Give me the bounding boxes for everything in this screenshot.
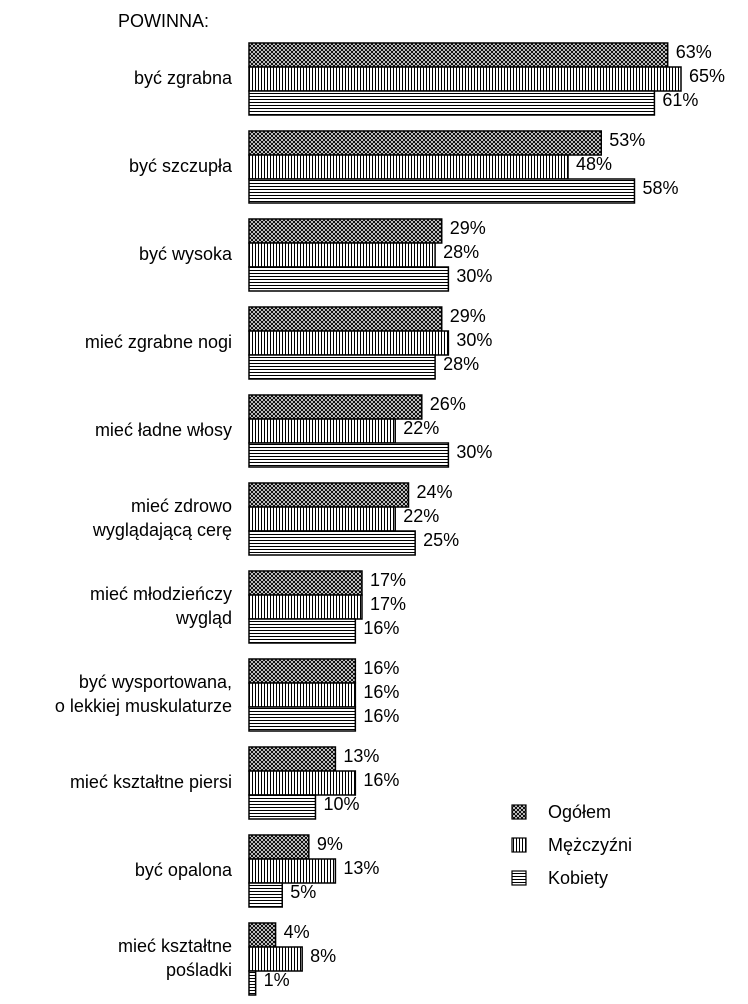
bar (248, 882, 283, 908)
value-label: 5% (290, 882, 316, 902)
bar (248, 530, 416, 556)
value-label: 22% (403, 506, 439, 526)
bar (248, 218, 443, 244)
bar (248, 570, 363, 596)
value-label: 30% (456, 442, 492, 462)
value-label: 17% (370, 594, 406, 614)
value-label: 65% (689, 66, 725, 86)
bar (248, 178, 636, 204)
value-label: 30% (456, 266, 492, 286)
value-label: 17% (370, 570, 406, 590)
bar (248, 42, 669, 68)
bar (248, 682, 357, 708)
value-label: 16% (363, 770, 399, 790)
bar (248, 706, 357, 732)
bar (248, 794, 317, 820)
bar (248, 506, 396, 532)
bar (248, 266, 450, 292)
bar (248, 858, 337, 884)
legend-swatch (511, 870, 527, 886)
value-label: 58% (642, 178, 678, 198)
category-label: być szczupła (129, 156, 233, 176)
value-label: 25% (423, 530, 459, 550)
category-label: być wysportowana, o lekkiej muskulaturze (55, 672, 232, 716)
value-label: 24% (417, 482, 453, 502)
category-label: mieć ładne włosy (95, 420, 232, 440)
legend-swatch (511, 837, 527, 853)
legend-label: Kobiety (548, 868, 608, 888)
value-label: 13% (343, 858, 379, 878)
value-label: 16% (363, 706, 399, 726)
bar (248, 442, 450, 468)
category-label: mieć zdrowo wyglądającą cerę (92, 496, 232, 540)
bar (248, 970, 257, 996)
bar (248, 946, 303, 972)
value-label: 4% (284, 922, 310, 942)
bar (248, 482, 410, 508)
category-label: być wysoka (139, 244, 233, 264)
value-label: 13% (343, 746, 379, 766)
legend-label: Ogółem (548, 802, 611, 822)
bar (248, 922, 277, 948)
value-label: 53% (609, 130, 645, 150)
value-label: 28% (443, 242, 479, 262)
bar (248, 770, 357, 796)
value-label: 26% (430, 394, 466, 414)
value-label: 29% (450, 306, 486, 326)
bar (248, 746, 337, 772)
category-label: mieć młodzieńczy wygląd (90, 584, 232, 628)
category-label: mieć zgrabne nogi (85, 332, 232, 352)
legend-label: Mężczyźni (548, 835, 632, 855)
value-label: 9% (317, 834, 343, 854)
bar (248, 330, 450, 356)
bar (248, 594, 363, 620)
bar (248, 418, 396, 444)
value-label: 1% (264, 970, 290, 990)
bar (248, 242, 436, 268)
category-label: mieć kształtne piersi (70, 772, 232, 792)
value-label: 16% (363, 658, 399, 678)
legend-swatch (511, 804, 527, 820)
value-label: 10% (323, 794, 359, 814)
value-label: 16% (363, 618, 399, 638)
value-label: 30% (456, 330, 492, 350)
bar (248, 90, 656, 116)
value-label: 8% (310, 946, 336, 966)
value-label: 22% (403, 418, 439, 438)
bar (248, 306, 443, 332)
category-label: mieć kształtne pośladki (118, 936, 232, 980)
bar (248, 834, 310, 860)
value-label: 63% (676, 42, 712, 62)
category-label: być opalona (135, 860, 233, 880)
bar (248, 66, 682, 92)
bar (248, 354, 436, 380)
value-label: 48% (576, 154, 612, 174)
bar (248, 130, 602, 156)
chart-title: POWINNA: (118, 11, 209, 31)
value-label: 16% (363, 682, 399, 702)
value-label: 28% (443, 354, 479, 374)
bar (248, 154, 569, 180)
bar (248, 618, 357, 644)
value-label: 61% (662, 90, 698, 110)
bar (248, 394, 423, 420)
bar (248, 658, 357, 684)
value-label: 29% (450, 218, 486, 238)
category-label: być zgrabna (134, 68, 233, 88)
